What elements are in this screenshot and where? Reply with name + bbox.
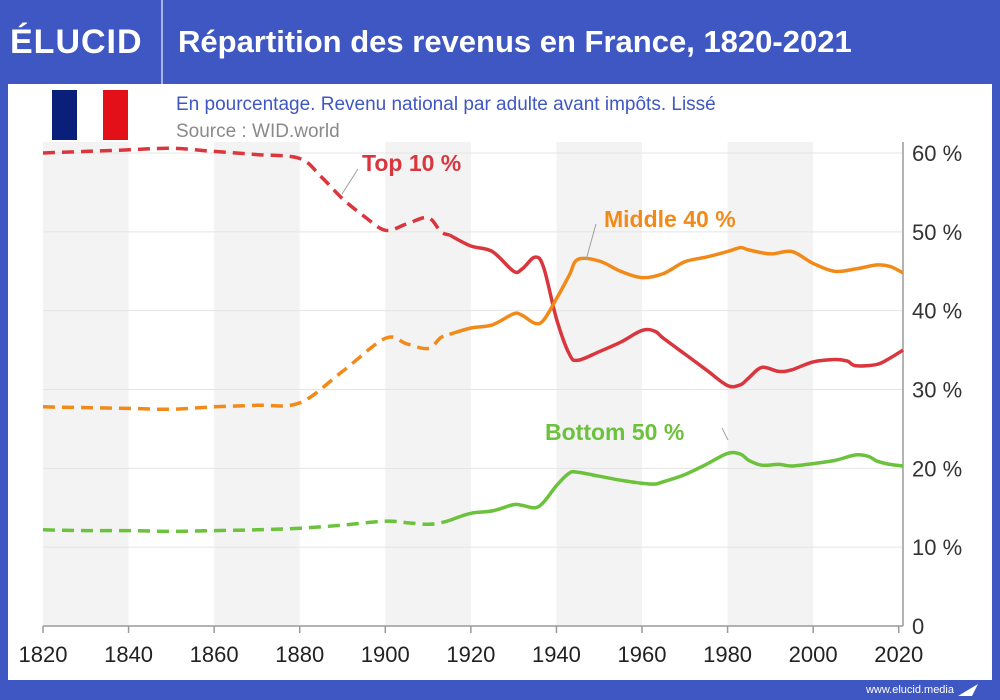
elucid-logo: ÉLUCID bbox=[10, 23, 143, 61]
header-divider bbox=[161, 0, 163, 84]
y-tick-label: 0 bbox=[912, 614, 924, 639]
chart-panel: 1820 1840 1860 1880 1900 1920 1940 1960 1980 2000… bbox=[8, 84, 992, 680]
line-chart: 1820 1840 1860 1880 1900 1920 1940 1960 1980 2000… bbox=[19, 90, 962, 667]
header-bar: ÉLUCID Répartition des revenus en France… bbox=[0, 0, 1000, 84]
y-tick-label: 30 % bbox=[912, 378, 962, 403]
gridlines bbox=[43, 152, 903, 548]
label-middle40: Middle 40 % bbox=[604, 206, 736, 232]
top10-line-dashed bbox=[42, 146, 451, 237]
background-band bbox=[43, 142, 129, 626]
top10-leader-line bbox=[341, 168, 359, 195]
y-tick-label: 60 % bbox=[912, 141, 962, 166]
x-tick-label: 1960 bbox=[618, 642, 667, 667]
x-tick-label: 2000 bbox=[789, 642, 838, 667]
axes bbox=[43, 142, 904, 627]
x-tick-label: 1920 bbox=[446, 642, 495, 667]
x-tick-label: 1900 bbox=[361, 642, 410, 667]
background-band bbox=[556, 142, 643, 626]
series-labels: Top 10 % Middle 40 % Bottom 50 % bbox=[341, 150, 736, 445]
france-flag-icon bbox=[52, 90, 128, 140]
bottom50-line-dashed bbox=[42, 518, 450, 534]
x-tick-label: 1880 bbox=[275, 642, 324, 667]
middle40-line-dashed bbox=[42, 332, 451, 412]
x-tick-label: 1940 bbox=[532, 642, 581, 667]
x-tick-label: 1840 bbox=[104, 642, 153, 667]
chart-title: Répartition des revenus en France, 1820-… bbox=[178, 24, 852, 59]
label-top10: Top 10 % bbox=[362, 150, 461, 176]
y-tick-label: 50 % bbox=[912, 220, 962, 245]
bottom50-leader-line bbox=[721, 427, 729, 441]
background-band bbox=[385, 142, 471, 626]
y-ticks: 0 10 % 20 % 30 % 40 % 50 % 60 % bbox=[912, 141, 962, 639]
y-tick-label: 10 % bbox=[912, 535, 962, 560]
series-lines bbox=[42, 146, 904, 534]
middle40-leader-line bbox=[585, 223, 597, 261]
x-tick-label: 1860 bbox=[190, 642, 239, 667]
x-tick-label: 2020 bbox=[874, 642, 923, 667]
y-tick-label: 40 % bbox=[912, 299, 962, 324]
x-tick-label: 1980 bbox=[703, 642, 752, 667]
footer-url: www.elucid.media bbox=[865, 684, 954, 696]
bottom50-line bbox=[448, 450, 904, 523]
label-bottom50: Bottom 50 % bbox=[545, 419, 684, 445]
background-band bbox=[214, 142, 300, 626]
y-tick-label: 20 % bbox=[912, 456, 962, 481]
top10-line bbox=[448, 233, 904, 389]
chart-subtitle: En pourcentage. Revenu national par adul… bbox=[176, 94, 716, 115]
elucid-arrow-icon bbox=[958, 684, 978, 696]
x-tick-label: 1820 bbox=[19, 642, 68, 667]
x-ticks: 1820 1840 1860 1880 1900 1920 1940 1960 1980 2000… bbox=[19, 626, 923, 667]
middle40-line bbox=[449, 245, 904, 336]
chart-source: Source : WID.world bbox=[176, 121, 340, 142]
